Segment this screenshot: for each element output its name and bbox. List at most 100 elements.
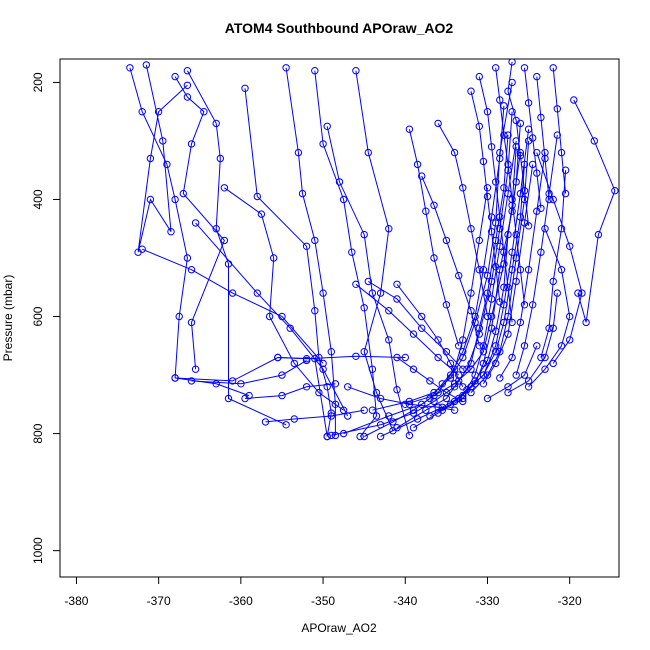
- data-point: [524, 383, 533, 391]
- series-line: [355, 70, 394, 431]
- data-point: [191, 219, 200, 227]
- data-point: [142, 61, 151, 69]
- x-tick-label: -370: [147, 594, 171, 608]
- data-point: [483, 108, 492, 116]
- data-point: [442, 236, 451, 245]
- data-point: [302, 355, 311, 363]
- data-point: [455, 271, 463, 280]
- data-point: [553, 105, 561, 113]
- data-point: [475, 324, 483, 332]
- x-tick-label: -360: [229, 594, 253, 608]
- series-1: [171, 72, 229, 373]
- data-point: [352, 352, 360, 360]
- series-26: [450, 160, 529, 406]
- series-line: [142, 248, 324, 364]
- series-36: [504, 289, 561, 397]
- data-point: [479, 380, 488, 388]
- data-point: [459, 365, 467, 373]
- data-point: [253, 192, 261, 201]
- data-point: [426, 377, 434, 385]
- data-point: [459, 336, 467, 344]
- series-48: [352, 280, 463, 379]
- x-tick-label: -340: [393, 594, 417, 608]
- data-point: [220, 236, 229, 245]
- data-point: [167, 228, 175, 236]
- data-point: [154, 108, 163, 116]
- data-point: [537, 204, 545, 213]
- data-point: [557, 266, 566, 274]
- data-point: [504, 283, 512, 291]
- data-point: [323, 432, 331, 441]
- series-39: [475, 72, 516, 327]
- data-point: [467, 383, 475, 391]
- data-point: [183, 93, 192, 101]
- data-point: [442, 394, 451, 403]
- data-point: [455, 371, 463, 379]
- data-point: [450, 380, 459, 388]
- data-point: [483, 356, 492, 365]
- data-series-layer: [126, 59, 619, 441]
- data-point: [228, 289, 237, 297]
- data-point: [401, 353, 409, 362]
- data-point: [253, 289, 261, 297]
- data-point: [561, 166, 570, 174]
- series-line: [186, 70, 287, 426]
- series-33: [570, 96, 619, 327]
- series-7: [323, 122, 414, 440]
- data-point: [516, 266, 525, 274]
- data-point: [553, 289, 561, 297]
- data-point: [566, 242, 574, 251]
- data-point: [298, 189, 307, 198]
- data-point: [508, 318, 516, 327]
- data-point: [479, 157, 488, 166]
- data-point: [270, 254, 278, 262]
- data-point: [524, 266, 533, 274]
- data-point: [487, 143, 496, 151]
- data-point: [479, 348, 488, 356]
- data-point: [228, 377, 237, 385]
- data-point: [187, 140, 196, 148]
- data-point: [483, 312, 492, 321]
- data-point: [533, 342, 541, 350]
- series-11: [138, 245, 327, 368]
- data-point: [537, 353, 545, 362]
- data-point: [241, 394, 249, 403]
- data-point: [187, 318, 196, 327]
- data-point: [282, 421, 290, 429]
- series-line: [224, 187, 344, 411]
- data-point: [512, 116, 520, 125]
- data-point: [344, 383, 352, 391]
- data-point: [187, 266, 196, 274]
- series-line: [314, 70, 378, 437]
- data-point: [405, 400, 414, 408]
- data-point: [212, 225, 220, 233]
- series-line: [195, 222, 349, 417]
- data-point: [405, 431, 414, 440]
- series-27: [438, 119, 525, 414]
- data-point: [413, 415, 422, 423]
- series-line: [442, 123, 521, 411]
- data-point: [504, 131, 512, 139]
- data-point: [516, 151, 525, 160]
- data-point: [459, 184, 467, 192]
- data-point: [385, 307, 393, 315]
- data-point: [533, 148, 541, 157]
- data-point: [183, 67, 192, 75]
- data-point: [376, 289, 385, 297]
- series-line: [528, 228, 571, 388]
- series-line: [421, 175, 480, 346]
- data-point: [413, 160, 422, 169]
- data-point: [356, 432, 364, 441]
- series-line: [244, 383, 336, 399]
- data-point: [483, 371, 492, 379]
- series-line: [478, 76, 513, 323]
- data-point: [179, 189, 188, 198]
- data-point: [520, 187, 529, 195]
- data-point: [430, 201, 438, 210]
- data-point: [323, 122, 331, 131]
- data-point: [385, 336, 393, 344]
- data-point: [315, 388, 323, 397]
- y-tick-label: 1000: [31, 537, 45, 564]
- x-tick-label: -350: [311, 594, 335, 608]
- data-point: [372, 388, 381, 397]
